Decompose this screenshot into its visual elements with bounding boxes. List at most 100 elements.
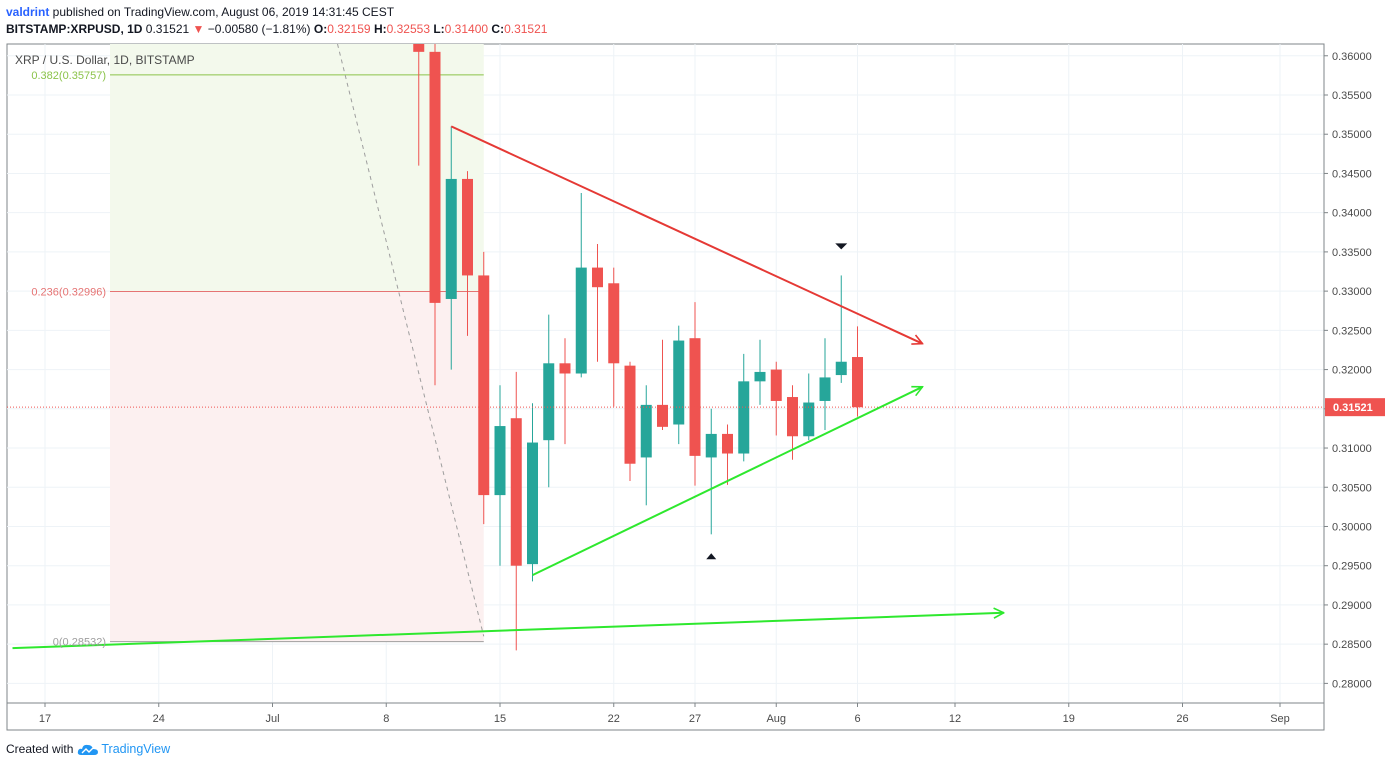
- candle-body: [624, 365, 636, 464]
- candle: [624, 361, 636, 481]
- candle-body: [527, 442, 538, 565]
- y-tick-label: 0.32500: [1332, 325, 1372, 337]
- candle-body: [787, 397, 798, 437]
- candle: [819, 338, 831, 430]
- candle: [754, 339, 766, 405]
- y-tick-label: 0.36000: [1332, 51, 1372, 63]
- y-tick-label: 0.30500: [1332, 482, 1372, 494]
- down-triangle-icon: ▼: [192, 22, 205, 36]
- candle-body: [575, 267, 587, 374]
- candle-body: [462, 178, 473, 276]
- y-tick-label: 0.32000: [1332, 365, 1372, 377]
- price-change: −0.00580 (−1.81%): [207, 22, 311, 36]
- candle: [527, 403, 538, 582]
- last-price: 0.31521: [145, 22, 190, 36]
- x-tick-label: Jul: [265, 713, 279, 725]
- candle-body: [478, 275, 490, 496]
- trendline-resistance: [450, 125, 922, 343]
- close-value: 0.31521: [504, 22, 548, 36]
- candle-body: [494, 426, 506, 496]
- y-tick-label: 0.35500: [1332, 90, 1372, 102]
- candle-body: [722, 433, 733, 454]
- fib-level-label: 0.236(0.32996): [31, 286, 106, 298]
- y-tick-label: 0.28000: [1332, 678, 1372, 690]
- chart-title: XRP / U.S. Dollar, 1D, BITSTAMP: [15, 53, 195, 67]
- candle: [543, 314, 555, 488]
- candle: [510, 371, 522, 651]
- candle: [770, 361, 782, 436]
- tradingview-logo[interactable]: TradingView: [77, 742, 170, 756]
- x-tick-label: 27: [689, 713, 701, 725]
- candle: [835, 275, 847, 383]
- candle-body: [640, 404, 652, 458]
- y-tick-label: 0.29000: [1332, 600, 1372, 612]
- x-tick-label: 26: [1176, 713, 1188, 725]
- candle-body: [413, 44, 425, 52]
- candle-body: [835, 361, 847, 376]
- candle-body: [803, 402, 815, 437]
- candle: [478, 251, 490, 525]
- author-link[interactable]: valdrint: [6, 5, 50, 19]
- candle-body: [673, 340, 685, 425]
- x-tick-label: 24: [153, 713, 165, 725]
- x-tick-label: 8: [383, 713, 389, 725]
- candle-body: [445, 178, 457, 299]
- x-tick-label: 19: [1063, 713, 1075, 725]
- footer: Created with TradingView: [6, 742, 170, 756]
- down-arrow-marker-icon: [835, 243, 848, 250]
- trendline-long-support: [12, 613, 1004, 650]
- low-value: 0.31400: [444, 22, 489, 36]
- candle-body: [608, 283, 620, 364]
- candle-body: [510, 418, 522, 566]
- candle: [705, 408, 717, 535]
- y-tick-label: 0.34500: [1332, 168, 1372, 180]
- symbol-info: BITSTAMP:XRPUSD, 1D 0.31521 ▼ −0.00580 (…: [6, 22, 547, 36]
- trendline-support: [532, 387, 923, 577]
- y-tick-label: 0.35000: [1332, 129, 1372, 141]
- candle-body: [429, 51, 441, 303]
- candle-body: [592, 267, 603, 288]
- candle: [462, 171, 473, 336]
- created-with-text: Created with: [6, 742, 74, 756]
- candle-body: [819, 377, 831, 401]
- cloud-icon: [78, 744, 99, 755]
- y-tick-label: 0.31000: [1332, 443, 1372, 455]
- candle: [559, 338, 571, 445]
- plot-area: [7, 44, 1324, 703]
- x-tick-label: 6: [854, 713, 860, 725]
- candle-body: [770, 369, 782, 401]
- candle-body: [559, 363, 571, 374]
- fib-zone-lower: [110, 291, 484, 642]
- candle: [575, 193, 587, 378]
- y-tick-label: 0.28500: [1332, 639, 1372, 651]
- y-tick-label: 0.34000: [1332, 208, 1372, 220]
- candle-body: [754, 371, 766, 382]
- dashed-trend-line: [337, 44, 485, 637]
- candle: [494, 385, 506, 566]
- last-price-badge: [1325, 398, 1385, 417]
- x-tick-label: Aug: [766, 713, 786, 725]
- candle: [787, 385, 798, 460]
- tradingview-brand: TradingView: [101, 742, 171, 756]
- candle-body: [705, 433, 717, 458]
- low-label: L:: [433, 22, 445, 36]
- up-arrow-marker-icon: [706, 553, 717, 560]
- x-tick-label: Sep: [1270, 713, 1290, 725]
- candle-body: [689, 338, 701, 456]
- candle: [852, 326, 863, 417]
- candle: [608, 267, 620, 407]
- high-label: H:: [373, 22, 387, 36]
- x-tick-label: 17: [39, 713, 51, 725]
- candle: [689, 302, 701, 486]
- y-tick-label: 0.33500: [1332, 247, 1372, 259]
- y-tick-label: 0.30000: [1332, 521, 1372, 533]
- open-value: 0.32159: [327, 22, 371, 36]
- candle-body: [543, 363, 555, 441]
- candle-body: [852, 357, 863, 408]
- candle-body: [738, 381, 750, 454]
- x-tick-label: 22: [608, 713, 620, 725]
- candle: [673, 325, 685, 445]
- y-tick-label: 0.29500: [1332, 561, 1372, 573]
- candle: [722, 424, 733, 485]
